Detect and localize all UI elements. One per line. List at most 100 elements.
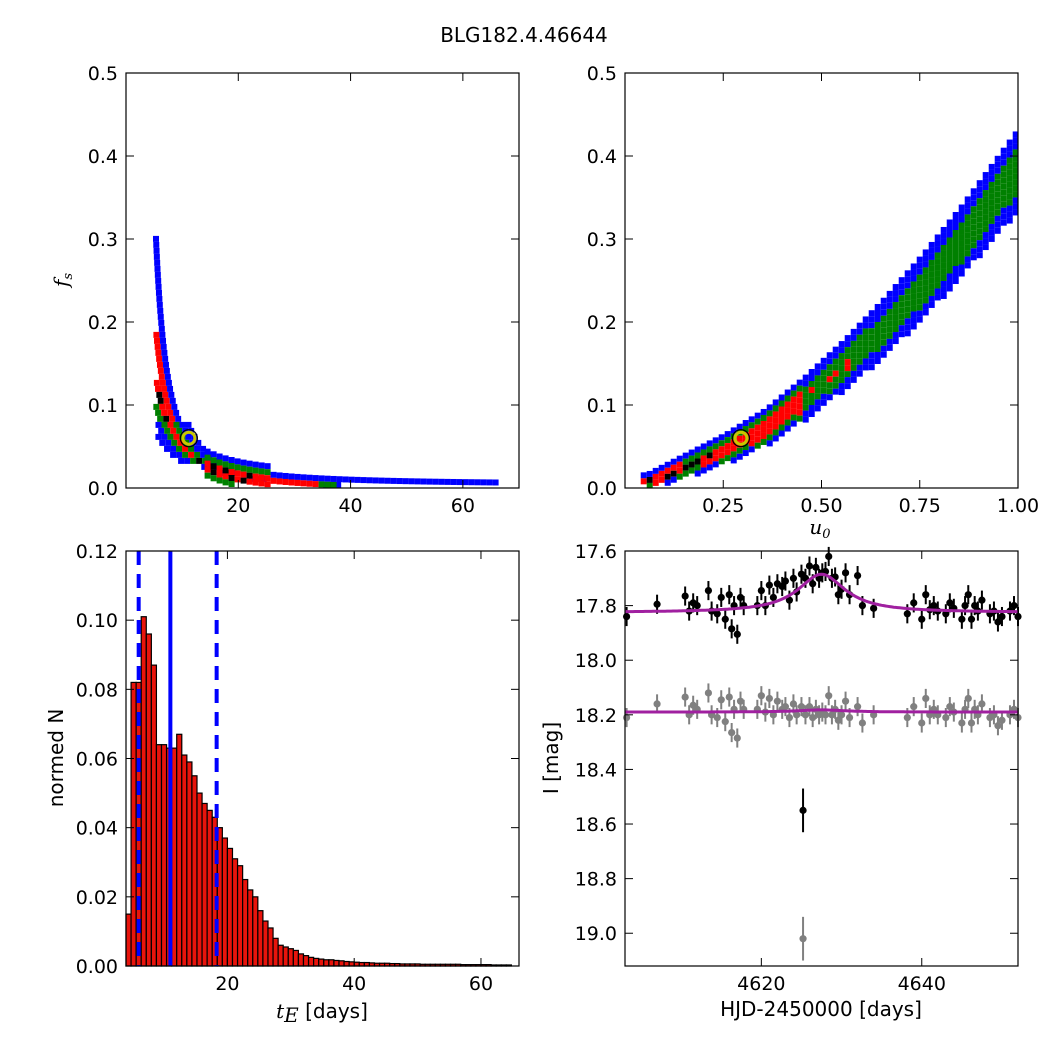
heatmap-cell [154,337,161,344]
heatmap-cell [658,476,665,483]
heatmap-cell [982,214,989,221]
heatmap-cell [706,446,713,453]
heatmap-cell [790,402,797,409]
heatmap-cell [880,321,887,328]
heatmap-cell [264,475,271,482]
heatmap-cell [922,291,929,298]
p3-ytick-label: 0.08 [76,679,118,701]
heatmap-cell [200,451,207,458]
heatmap-cell [802,392,809,399]
panel-fs-vs-te: 20 40 60 0.0 0.1 0.2 0.3 0.4 0.5 fs [49,63,520,517]
data-point [964,591,972,599]
heatmap-cell [312,481,319,488]
histogram-bar [171,747,178,967]
p4-ytick-label: 19.0 [575,923,617,945]
heatmap-cell [182,445,189,452]
heatmap-cell [928,277,935,284]
histogram-bar [333,959,340,967]
heatmap-cell [946,261,953,268]
heatmap-cell [258,474,265,481]
heatmap-cell [154,271,161,278]
heatmap-cell [742,450,749,457]
heatmap-cell [856,328,863,335]
heatmap-cell [832,388,839,395]
p4-xtick-label: 4620 [737,973,785,995]
heatmap-cell [474,479,481,486]
heatmap-cell [820,381,827,388]
data-point [781,577,790,585]
heatmap-cell [652,467,659,474]
heatmap-cell [904,318,911,325]
heatmap-cell [988,235,995,242]
heatmap-cell [1006,199,1013,206]
heatmap-cell [258,462,265,469]
heatmap-cell [155,349,162,356]
heatmap-cell [994,221,1001,228]
heatmap-cell [228,475,235,482]
heatmap-cell [976,240,983,247]
heatmap-cell [928,253,935,260]
heatmap-cell [952,254,959,261]
histogram-bar [236,865,244,967]
heatmap-cell [952,212,959,219]
data-point [713,610,721,618]
p3-ytick-label: 0.10 [76,610,118,632]
heatmap-cell [886,308,893,315]
heatmap-cell [222,473,229,480]
heatmap-cell [904,282,911,289]
heatmap-cell [904,330,911,337]
heatmap-cell [886,302,893,309]
heatmap-cell [165,379,172,386]
heatmap-cell [970,248,977,255]
heatmap-cell [1006,205,1013,212]
histogram-bar [313,957,320,967]
heatmap-cell [700,443,707,450]
heatmap-cell [153,379,160,386]
heatmap-cell [730,457,737,464]
heatmap-cell [958,210,965,217]
heatmap-cell [766,404,773,411]
heatmap-cell [1006,211,1013,218]
data-point [845,713,854,722]
heatmap-cell [940,280,947,287]
p2-xtick-label: 0.75 [899,495,941,517]
heatmap-cell [153,247,160,254]
p2-ytick-label: 0.4 [587,146,617,168]
heatmap-cell [952,260,959,267]
histogram-bar [282,946,289,967]
heatmap-cell [1000,165,1007,172]
heatmap-cell [928,295,935,302]
p2-ytick-label: 0.5 [587,63,617,85]
heatmap-cell [646,482,653,488]
data-point [946,703,954,711]
heatmap-cell [874,327,881,334]
heatmap-cell [167,409,174,416]
heatmap-cell [772,429,779,436]
heatmap-cell [486,479,493,486]
heatmap-cell [886,332,893,339]
data-point [793,711,801,719]
heatmap-cell [754,436,761,443]
heatmap-cell [910,317,917,324]
heatmap-cell [796,409,803,416]
figure-title: BLG182.4.46644 [440,23,608,47]
heatmap-cell [156,301,163,308]
heatmap-cell [754,424,761,431]
heatmap-cell [160,343,167,350]
heatmap-cell [892,302,899,309]
heatmap-cell [173,433,180,440]
data-point [785,596,794,604]
heatmap-cell [210,463,217,470]
heatmap-cell [844,365,851,372]
heatmap-cell [700,467,707,474]
heatmap-cell [204,472,211,479]
heatmap-cell [988,187,995,194]
heatmap-cell [838,359,845,366]
heatmap-cell [288,479,295,486]
heatmap-cell [874,309,881,316]
heatmap-cell [155,289,162,296]
heatmap-cell [748,428,755,435]
p4-ytick-label: 17.6 [575,541,617,563]
heatmap-cell [820,357,827,364]
heatmap-cell [898,277,905,284]
